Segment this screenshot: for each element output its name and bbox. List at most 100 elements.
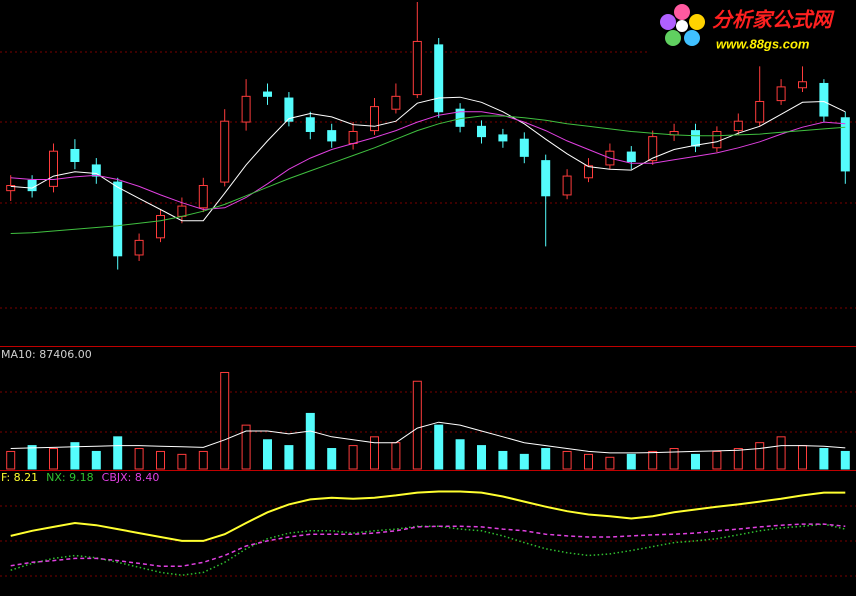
- candle-body: [327, 130, 337, 142]
- volume-bar: [27, 445, 37, 470]
- watermark: 分析家公式网 www.88gs.com: [650, 0, 856, 58]
- line-series: [10, 421, 846, 454]
- indicator-legend: F: 8.21 NX: 9.18 CBJX: 8.40: [1, 471, 159, 484]
- volume-bar: [134, 448, 144, 470]
- candle-body: [541, 160, 551, 197]
- volume-bar: [733, 448, 743, 470]
- volume-bar: [198, 450, 208, 470]
- candle-body: [49, 150, 58, 187]
- candle-body: [391, 95, 401, 110]
- candle-body: [156, 215, 165, 239]
- line-series: [10, 96, 846, 222]
- logo-petal: [684, 30, 700, 46]
- volume-bar: [755, 442, 765, 470]
- volume-bar: [776, 436, 786, 470]
- watermark-url: www.88gs.com: [716, 36, 810, 51]
- line-series: [10, 115, 846, 234]
- candle-body: [434, 44, 444, 113]
- candle-body: [776, 86, 786, 102]
- candle-body: [284, 97, 294, 122]
- candle-body: [840, 117, 850, 172]
- volume-bar: [113, 436, 123, 470]
- candle-body: [241, 95, 251, 123]
- candle-body: [348, 130, 358, 144]
- candle-body: [733, 120, 743, 132]
- candle-body: [177, 205, 187, 217]
- candle-body: [113, 181, 123, 257]
- candle-body: [305, 117, 315, 132]
- candle-body: [263, 91, 272, 97]
- volume-bar: [519, 453, 529, 470]
- volume-bar: [455, 439, 465, 470]
- candle-body: [134, 239, 144, 256]
- candle-body: [220, 120, 230, 183]
- volume-bar: [477, 445, 486, 470]
- watermark-title: 分析家公式网: [712, 8, 835, 32]
- plot-area: [6, 2, 850, 576]
- candle-body: [562, 175, 572, 196]
- candle-body: [6, 185, 16, 192]
- line-series: [10, 111, 846, 211]
- candle-body: [798, 81, 807, 89]
- volume-bar: [70, 442, 80, 470]
- volume-bar: [498, 450, 508, 470]
- volume-bar: [391, 442, 401, 470]
- candle-body: [626, 151, 636, 162]
- volume-bar: [177, 453, 187, 470]
- volume-bar: [584, 453, 593, 470]
- volume-bar: [305, 412, 315, 470]
- volume-bar: [327, 448, 337, 470]
- volume-bar: [370, 436, 379, 470]
- logo-center: [676, 20, 688, 32]
- logo-petal: [660, 14, 676, 30]
- volume-bar: [263, 439, 272, 470]
- legend-label: NX: 9.18: [46, 471, 93, 484]
- candle-body: [370, 106, 379, 132]
- candle-body: [755, 100, 765, 123]
- volume-bar: [605, 456, 615, 470]
- legend-label: F: 8.21: [1, 471, 38, 484]
- logo-petal: [674, 4, 690, 20]
- volume-bar: [626, 453, 636, 470]
- volume-bar: [6, 450, 16, 470]
- volume-bar: [648, 450, 658, 470]
- candle-body: [648, 136, 658, 162]
- line-series: [10, 490, 846, 542]
- volume-legend: MA10: 87406.00: [1, 348, 92, 361]
- volume-bar: [348, 445, 358, 470]
- volume-bar: [691, 453, 700, 470]
- volume-bar: [220, 371, 230, 470]
- candle-body: [712, 130, 722, 149]
- volume-bar: [712, 450, 722, 470]
- candle-body: [412, 40, 422, 96]
- volume-bar: [840, 450, 850, 470]
- candle-body: [477, 125, 486, 138]
- volume-bar: [669, 448, 679, 470]
- volume-bar: [541, 448, 551, 470]
- logo-petal: [665, 30, 681, 46]
- candle-body: [498, 134, 508, 142]
- volume-bar: [798, 445, 807, 470]
- volume-bar: [49, 448, 58, 470]
- volume-bar: [562, 450, 572, 470]
- legend-label: CBJX: 8.40: [102, 471, 160, 484]
- candle-body: [519, 138, 529, 157]
- candle-body: [819, 82, 829, 117]
- candle-body: [91, 164, 101, 177]
- line-series: [10, 523, 846, 567]
- volume-bar: [241, 424, 251, 470]
- candle-body: [691, 130, 700, 147]
- candle-body: [584, 165, 593, 179]
- volume-bar: [434, 424, 444, 470]
- volume-bar: [819, 448, 829, 470]
- volume-bar: [156, 450, 165, 470]
- volume-bar: [412, 380, 422, 470]
- volume-bar: [91, 450, 101, 470]
- candle-body: [70, 148, 80, 162]
- volume-bar: [284, 445, 294, 470]
- candle-body: [198, 185, 208, 209]
- logo-petal: [689, 14, 705, 30]
- candle-body: [27, 179, 37, 192]
